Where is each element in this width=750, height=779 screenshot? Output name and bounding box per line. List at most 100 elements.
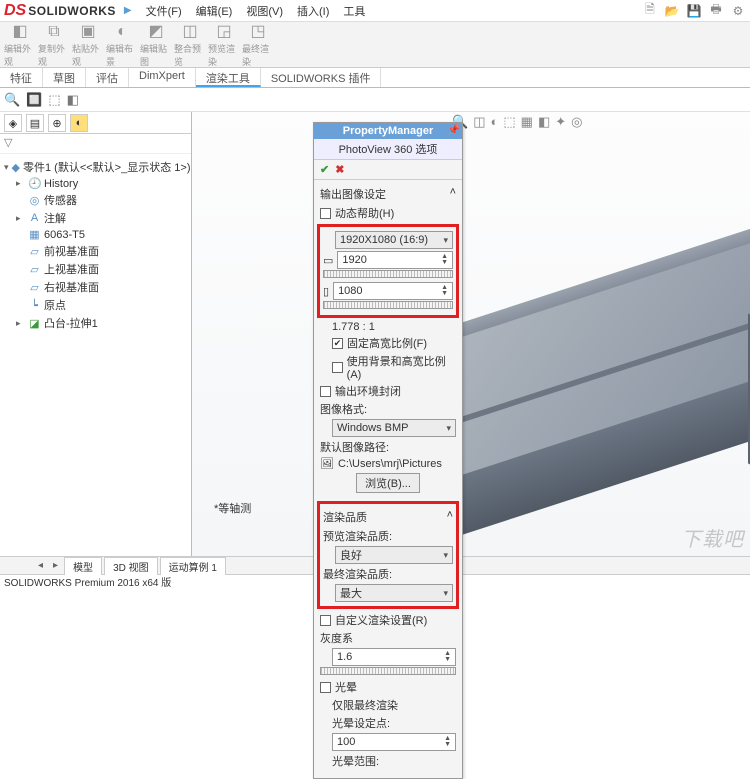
tree-filter-row: ▽ xyxy=(0,134,191,154)
btn-browse[interactable]: 浏览(B)... xyxy=(356,473,420,493)
folder-icon: 🖼 xyxy=(320,457,334,470)
tree-tab-configmanager[interactable]: ⊕ xyxy=(48,114,66,132)
heads-up-toolbar: 🔍 🔲 ⬚ ◧ xyxy=(0,88,750,112)
ratio-text: 1.778 : 1 xyxy=(332,321,375,333)
pm-cancel-icon[interactable]: ✖ xyxy=(335,163,344,176)
titlebar-right-tools: 🗎 📂 💾 🖶 ⚙ xyxy=(642,0,746,21)
hv-icon[interactable]: ◧ xyxy=(538,114,550,130)
tab-features[interactable]: 特征 xyxy=(0,68,43,87)
tree-history[interactable]: ▸🕘History xyxy=(4,176,187,191)
btm-tab-model[interactable]: 模型 xyxy=(64,557,102,575)
pm-section-quality[interactable]: 渲染品质˄ xyxy=(323,507,453,527)
hv-icon[interactable]: ◎ xyxy=(571,114,582,130)
highlight-box-size: 1920X1080 (16:9)▾ ▭ 1920▲▼ ▯ 1080▲▼ xyxy=(317,224,459,318)
btm-prev-icon[interactable]: ◂ xyxy=(34,560,47,571)
rb-edit-appearance[interactable]: ◧编辑外观 xyxy=(4,24,36,65)
command-manager-tabs: 特征 草图 评估 DimXpert 渲染工具 SOLIDWORKS 插件 xyxy=(0,68,750,88)
height-slider[interactable] xyxy=(323,301,453,309)
rb-paste-appearance[interactable]: ▣粘贴外观 xyxy=(72,24,104,65)
rb-edit-scene[interactable]: ◐编辑布景 xyxy=(106,24,138,65)
pm-pin-icon[interactable]: 📌 xyxy=(448,125,460,136)
menu-file[interactable]: 文件(F) xyxy=(140,1,188,21)
pm-confirm-row: ✔ ✖ xyxy=(314,160,462,180)
width-slider[interactable] xyxy=(323,270,453,278)
tab-render-tools[interactable]: 渲染工具 xyxy=(196,68,261,87)
graphics-viewport[interactable]: 🔍 ◫ ◐ ⬚ ▦ ◧ ✦ ◎ ↗↑→ *等轴测 下载吧 xyxy=(192,112,750,556)
display-style-icon[interactable]: ◧ xyxy=(67,92,79,108)
tree-plane-front[interactable]: ▱前视基准面 xyxy=(4,242,187,260)
sel-final-q[interactable]: 最大▾ xyxy=(335,584,453,602)
pm-ok-icon[interactable]: ✔ xyxy=(320,163,329,176)
hv-icon[interactable]: ✦ xyxy=(555,114,566,130)
zoom-area-icon[interactable]: 🔲 xyxy=(26,92,42,108)
view-orientation-label: *等轴测 xyxy=(214,500,251,516)
gamma-slider[interactable] xyxy=(320,667,456,675)
tree-annotations[interactable]: ▸A注解 xyxy=(4,209,187,227)
hv-icon[interactable]: ▦ xyxy=(521,114,533,130)
width-icon: ▭ xyxy=(323,254,333,267)
menu-view[interactable]: 视图(V) xyxy=(240,1,289,21)
menu-insert[interactable]: 插入(I) xyxy=(291,1,335,21)
tree-root[interactable]: ▾◆零件1 (默认<<默认>_显示状态 1>) xyxy=(4,158,187,176)
sel-preview-q[interactable]: 良好▾ xyxy=(335,546,453,564)
btm-tab-3dview[interactable]: 3D 视图 xyxy=(104,557,158,575)
rb-edit-decal[interactable]: ◩编辑贴图 xyxy=(140,24,172,65)
tree-plane-top[interactable]: ▱上视基准面 xyxy=(4,260,187,278)
input-width[interactable]: 1920▲▼ xyxy=(337,251,453,269)
tree-sensors[interactable]: ◎传感器 xyxy=(4,191,187,209)
tree-material[interactable]: ▦6063-T5 xyxy=(4,227,187,242)
tree-tab-featuremanager[interactable]: ◈ xyxy=(4,114,22,132)
print-icon[interactable]: 🖶 xyxy=(708,0,724,21)
rb-integrated-preview[interactable]: ◫整合预览 xyxy=(174,24,206,65)
tab-dimxpert[interactable]: DimXpert xyxy=(129,68,196,87)
pm-subtitle: PhotoView 360 选项 xyxy=(314,139,462,160)
chk-fixed-ratio[interactable]: ✔ xyxy=(332,338,343,349)
rb-preview-render[interactable]: ◲预览渲染 xyxy=(208,24,240,65)
quickaccess-arrow-icon[interactable]: ▶ xyxy=(124,5,132,16)
input-gamma[interactable]: 1.6▲▼ xyxy=(332,648,456,666)
hv-icon[interactable]: ⬚ xyxy=(503,114,515,130)
menu-edit[interactable]: 编辑(E) xyxy=(190,1,239,21)
tree-origin[interactable]: ┕原点 xyxy=(4,296,187,314)
chk-bloom[interactable] xyxy=(320,682,331,693)
hv-icon[interactable]: ◐ xyxy=(490,114,498,130)
tree-plane-right[interactable]: ▱右视基准面 xyxy=(4,278,187,296)
tab-sketch[interactable]: 草图 xyxy=(43,68,86,87)
tab-evaluate[interactable]: 评估 xyxy=(86,68,129,87)
filter-icon[interactable]: ▽ xyxy=(4,136,12,151)
tree-tab-propertymanager[interactable]: ▤ xyxy=(26,114,44,132)
pm-title: PropertyManager 📌 xyxy=(314,123,462,139)
rb-final-render[interactable]: ◳最终渲染 xyxy=(242,24,274,65)
open-icon[interactable]: 📂 xyxy=(664,4,680,18)
input-height[interactable]: 1080▲▼ xyxy=(333,282,453,300)
feature-tree-pane: ◈ ▤ ⊕ ◐ ▽ ▾◆零件1 (默认<<默认>_显示状态 1>) ▸🕘Hist… xyxy=(0,112,192,556)
lbl-final-q: 最终渲染品质: xyxy=(323,566,392,582)
view-orient-icon[interactable]: ⬚ xyxy=(48,92,60,108)
zoom-fit-icon[interactable]: 🔍 xyxy=(4,92,20,108)
tab-addins[interactable]: SOLIDWORKS 插件 xyxy=(261,68,382,87)
height-icon: ▯ xyxy=(323,285,329,298)
pm-section-output[interactable]: 输出图像设定˄ xyxy=(320,184,456,204)
options-icon[interactable]: ⚙ xyxy=(730,4,746,18)
lbl-bloom-set: 光晕设定点: xyxy=(332,715,390,731)
lbl-preview-q: 预览渲染品质: xyxy=(323,528,392,544)
new-icon[interactable]: 🗎 xyxy=(642,0,658,21)
sel-img-format[interactable]: Windows BMP▾ xyxy=(332,419,456,437)
save-icon[interactable]: 💾 xyxy=(686,4,702,18)
btm-next-icon[interactable]: ▸ xyxy=(49,560,62,571)
input-bloom-set[interactable]: 100▲▼ xyxy=(332,733,456,751)
menu-tools[interactable]: 工具 xyxy=(337,1,371,21)
tree-extrude1[interactable]: ▸◪凸台-拉伸1 xyxy=(4,314,187,332)
rb-copy-appearance[interactable]: ⧉复制外观 xyxy=(38,24,70,65)
view-heads-up: 🔍 ◫ ◐ ⬚ ▦ ◧ ✦ ◎ xyxy=(452,114,582,130)
chk-output-env[interactable] xyxy=(320,386,331,397)
tree-tab-displaymanager[interactable]: ◐ xyxy=(70,114,88,132)
btm-tab-motion1[interactable]: 运动算例 1 xyxy=(160,557,226,575)
chk-bg-ratio[interactable] xyxy=(332,362,343,373)
hv-icon[interactable]: ◫ xyxy=(473,114,485,130)
sel-resolution-preset[interactable]: 1920X1080 (16:9)▾ xyxy=(335,231,453,249)
feature-tree[interactable]: ▾◆零件1 (默认<<默认>_显示状态 1>) ▸🕘History ◎传感器 ▸… xyxy=(0,154,191,556)
app-logo: DS SOLIDWORKS xyxy=(4,2,116,20)
chk-custom-render[interactable] xyxy=(320,615,331,626)
chk-dyn-help[interactable] xyxy=(320,208,331,219)
